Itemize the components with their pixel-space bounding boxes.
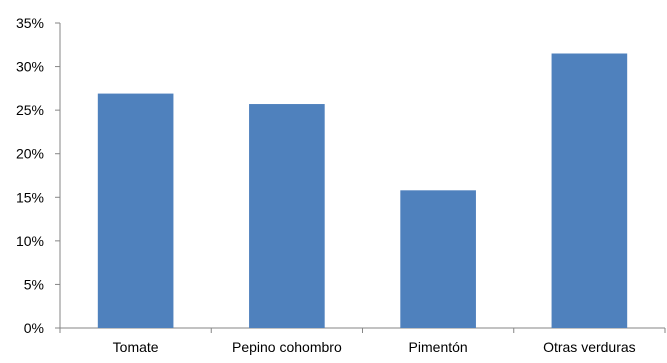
bar <box>97 93 174 328</box>
bars <box>97 53 628 329</box>
y-tick-label: 5% <box>24 276 44 292</box>
x-axis: Tomate Pepino cohombro Pimentón Otras verdu… <box>59 327 666 355</box>
y-tick-label: 0% <box>24 320 44 336</box>
x-tick-label: Pepino cohombro <box>232 339 342 355</box>
y-tick-label: 35% <box>16 15 44 31</box>
bar <box>551 53 628 328</box>
y-tick-label: 10% <box>16 233 44 249</box>
y-tick-label: 25% <box>16 102 44 118</box>
x-tick-label: Tomate <box>113 339 159 355</box>
y-tick-label: 15% <box>16 189 44 205</box>
bar <box>249 104 325 329</box>
y-tick-label: 20% <box>16 146 44 162</box>
x-tick-label: Otras verduras <box>543 339 636 355</box>
x-tick-label: Pimentón <box>409 339 468 355</box>
bar <box>400 190 476 328</box>
y-axis: 0% 5% 10% 15% 20% 25% 30% 35% <box>16 15 61 336</box>
y-tick-label: 30% <box>16 59 44 75</box>
